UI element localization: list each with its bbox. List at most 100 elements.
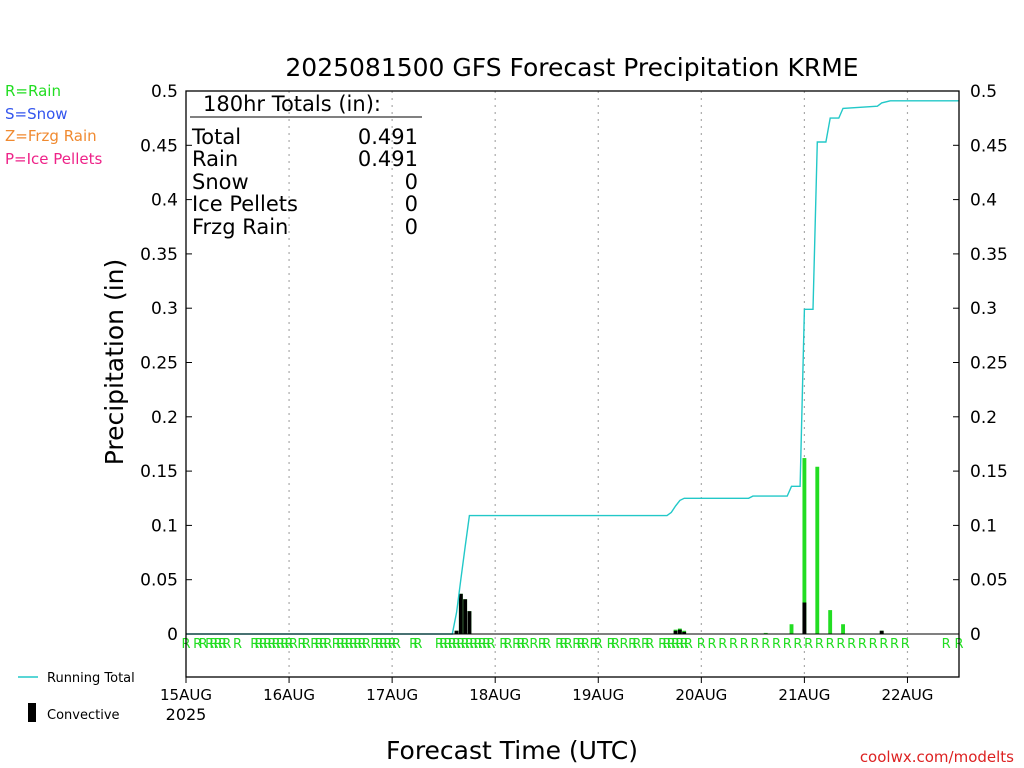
- precip-type-marker: R: [448, 637, 457, 652]
- precip-type-marker: R: [826, 637, 835, 652]
- precip-bar: [763, 632, 768, 634]
- precip-type-marker: R: [486, 637, 495, 652]
- precip-type-marker: R: [452, 637, 461, 652]
- precip-type-marker: R: [254, 637, 263, 652]
- precip-type-marker: R: [662, 637, 671, 652]
- x-year-label: 2025: [166, 705, 207, 724]
- precip-type-marker: R: [340, 637, 349, 652]
- x-tick-label: 19AUG: [572, 686, 624, 704]
- y-tick-label-right: 0.45: [970, 136, 1008, 156]
- y-tick-label-right: 0: [970, 625, 981, 645]
- precip-type-marker: R: [504, 637, 513, 652]
- convective-bar: [677, 629, 682, 634]
- precip-type-marker: R: [388, 637, 397, 652]
- precip-type-marker: R: [310, 637, 319, 652]
- totals-freezing-rain-value: 0: [405, 215, 418, 239]
- y-tick-label-right: 0.2: [970, 408, 997, 428]
- precip-type-marker: R: [529, 637, 538, 652]
- y-tick-label-left: 0.45: [140, 136, 178, 156]
- totals-snow-label: Snow: [192, 170, 249, 194]
- precip-type-marker: R: [222, 637, 231, 652]
- totals-ice-pellets-value: 0: [405, 192, 418, 216]
- precip-type-marker: R: [740, 637, 749, 652]
- precip-type-marker: R: [718, 637, 727, 652]
- precip-type-marker: R: [289, 637, 298, 652]
- totals-ice-pellets-label: Ice Pellets: [192, 192, 298, 216]
- precip-type-marker: R: [461, 637, 470, 652]
- y-tick-label-left: 0.05: [140, 571, 178, 591]
- precip-type-marker: R: [409, 637, 418, 652]
- precip-type-marker: R: [272, 637, 281, 652]
- precip-type-marker: R: [263, 637, 272, 652]
- x-tick-label: 20AUG: [675, 686, 727, 704]
- precip-type-marker: R: [413, 637, 422, 652]
- precip-type-marker: R: [750, 637, 759, 652]
- x-tick-label: 18AUG: [469, 686, 521, 704]
- axis-ticks: 0 00.05 0.050.1 0.10.15 0.150.2 0.20.25 0.250.…: [140, 82, 1008, 704]
- precip-bar: [815, 466, 820, 634]
- y-tick-label-right: 0.05: [970, 571, 1008, 591]
- precip-type-marker: R: [499, 637, 508, 652]
- precip-type-marker: R: [804, 637, 813, 652]
- precip-type-marker: R: [362, 637, 371, 652]
- totals-total-value: 0.491: [358, 125, 418, 149]
- precip-type-marker: R: [632, 637, 641, 652]
- precipitation-bars: [454, 458, 884, 634]
- precip-type-marker: R: [319, 637, 328, 652]
- y-tick-label-left: 0.5: [151, 82, 178, 102]
- convective-bar: [802, 602, 807, 634]
- precip-type-marker: R: [379, 637, 388, 652]
- totals-rain-label: Rain: [192, 147, 238, 171]
- precip-type-marker: R: [349, 637, 358, 652]
- precip-bar: [789, 624, 794, 634]
- legend-ice-pellets: P=Ice Pellets: [5, 150, 102, 168]
- precip-type-marker: R: [858, 637, 867, 652]
- precip-type-marker: R: [205, 637, 214, 652]
- convective-bar: [467, 611, 472, 634]
- y-tick-label-right: 0.15: [970, 462, 1008, 482]
- legend-convective: Convective: [47, 708, 120, 723]
- precip-type-marker: R: [469, 637, 478, 652]
- y-tick-label-right: 0.35: [970, 245, 1008, 265]
- y-tick-label-right: 0.4: [970, 191, 997, 211]
- precip-type-marker: R: [628, 637, 637, 652]
- y-tick-label-right: 0.25: [970, 354, 1008, 374]
- precip-type-marker: R: [435, 637, 444, 652]
- running-total-series: [186, 100, 959, 635]
- precip-type-marker: R: [942, 637, 951, 652]
- precip-type-marker: R: [680, 637, 689, 652]
- legend-freezing-rain: Z=Frzg Rain: [5, 127, 97, 145]
- precip-type-marker: R: [302, 637, 311, 652]
- precip-type-marker: R: [620, 637, 629, 652]
- precip-type-marker: R: [772, 637, 781, 652]
- x-axis-label: Forecast Time (UTC): [386, 736, 638, 765]
- y-tick-label-left: 0.1: [151, 516, 178, 536]
- precip-type-marker: R: [783, 637, 792, 652]
- y-tick-label-left: 0.15: [140, 462, 178, 482]
- precip-type-marker: R: [729, 637, 738, 652]
- convective-bar: [463, 599, 468, 634]
- precip-type-marker: R: [641, 637, 650, 652]
- precip-type-marker: R: [559, 637, 568, 652]
- precip-type-marker: R: [209, 637, 218, 652]
- convective-bar: [682, 631, 687, 634]
- precip-type-marker: R: [555, 637, 564, 652]
- precip-type-marker: R: [658, 637, 667, 652]
- convective-bar: [454, 630, 459, 634]
- y-axis-label: Precipitation (in): [100, 259, 129, 466]
- precip-type-marker: R: [581, 637, 590, 652]
- precip-type-marker: R: [383, 637, 392, 652]
- convective-bar: [879, 630, 884, 634]
- y-tick-label-left: 0: [167, 625, 178, 645]
- precip-type-marker: R: [456, 637, 465, 652]
- precip-type-marker: R: [542, 637, 551, 652]
- legend-snow: S=Snow: [5, 105, 68, 123]
- y-tick-label-left: 0.25: [140, 354, 178, 374]
- totals-total-label: Total: [191, 125, 241, 149]
- x-tick-label: 21AUG: [778, 686, 830, 704]
- precip-type-marker: R: [667, 637, 676, 652]
- precip-type-marker: R: [332, 637, 341, 652]
- precip-type-marker: R: [815, 637, 824, 652]
- totals-rain-value: 0.491: [358, 147, 418, 171]
- y-tick-label-right: 0.5: [970, 82, 997, 102]
